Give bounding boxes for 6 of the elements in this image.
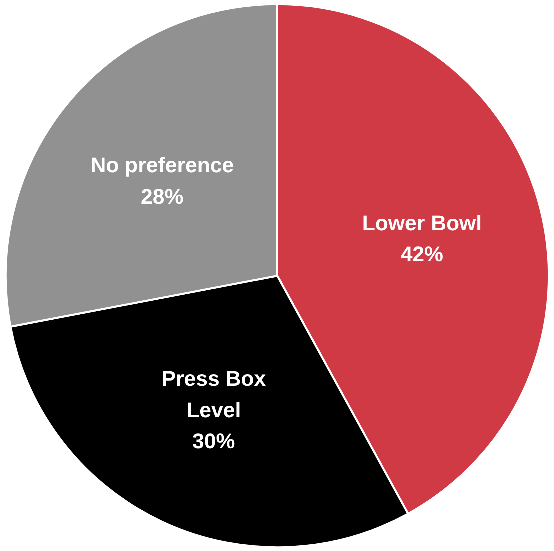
data-label: 42%	[400, 242, 444, 267]
slice-label: Press Box Level	[162, 367, 266, 422]
slice-label: No preference	[90, 154, 234, 178]
slice-label: Lower Bowl	[362, 211, 482, 236]
data-label: 28%	[141, 184, 184, 209]
data-label: 30%	[192, 430, 236, 454]
